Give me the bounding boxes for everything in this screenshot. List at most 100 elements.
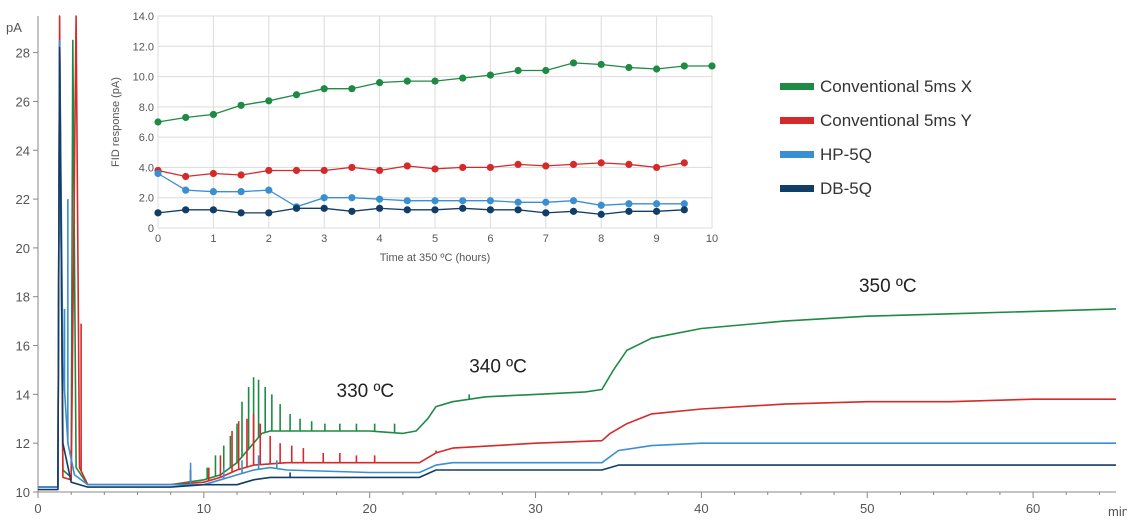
x-tick-label: 0 <box>34 501 41 516</box>
y-tick-label: 14 <box>16 387 30 402</box>
y-tick-label: 10 <box>16 485 30 500</box>
inset-data-point <box>625 160 633 168</box>
legend: Conventional 5ms X Conventional 5ms Y HP-5… <box>780 77 972 198</box>
inset-data-point <box>348 194 356 202</box>
temperature-annotations: 330 ºC 340 ºC 350 ºC <box>337 276 917 402</box>
legend-swatch <box>780 151 814 158</box>
inset-data-point <box>403 206 411 214</box>
x-tick-label: 20 <box>362 501 376 516</box>
inset-data-point <box>542 162 550 170</box>
inset-data-point <box>569 59 578 67</box>
inset-data-point <box>431 197 439 205</box>
inset-x-tick-label: 1 <box>210 233 216 245</box>
inset-data-point <box>348 207 356 215</box>
inset-data-point <box>182 172 190 181</box>
inset-data-point <box>569 207 578 215</box>
inset-data-point <box>209 188 217 196</box>
series-line <box>38 46 1116 491</box>
inset-x-axis-label: Time at 350 ºC (hours) <box>380 252 491 264</box>
inset-data-point <box>292 204 301 212</box>
legend-label: Conventional 5ms X <box>820 77 972 96</box>
inset-data-point <box>486 206 494 214</box>
inset-data-point <box>486 197 494 205</box>
inset-y-tick-label: 6.0 <box>139 132 154 144</box>
inset-x-tick-label: 10 <box>706 233 718 245</box>
inset-series-line <box>157 172 685 208</box>
inset-data-point <box>680 62 688 70</box>
inset-data-point <box>653 65 661 73</box>
inset-data-point <box>708 62 716 70</box>
y-tick-label: 22 <box>16 192 30 207</box>
legend-swatch <box>780 185 814 192</box>
inset-data-point <box>209 169 217 178</box>
inset-data-point <box>597 159 605 167</box>
series-line <box>38 15 1116 488</box>
inset-x-tick-label: 2 <box>266 233 272 245</box>
inset-data-point <box>653 200 661 208</box>
inset-data-point <box>486 71 494 79</box>
series-line <box>38 39 1116 488</box>
inset-data-point <box>431 77 439 85</box>
inset-data-point <box>569 197 578 205</box>
inset-y-tick-label: 14.0 <box>133 11 154 23</box>
inset-x-tick-label: 7 <box>543 233 549 245</box>
series-line <box>38 39 1117 488</box>
y-tick-label: 16 <box>16 339 30 354</box>
inset-grid: 0 2.0 4.0 6.0 8.0 10.0 12.0 14.0 0 1 2 3 4 5 6 7 8 9 10 <box>133 11 719 245</box>
inset-y-tick-label: 12.0 <box>133 41 154 53</box>
inset-series <box>154 59 716 218</box>
inset-series-line <box>157 162 685 178</box>
legend-label: HP-5Q <box>820 145 872 164</box>
inset-data-point <box>653 163 661 172</box>
inset-x-tick-label: 5 <box>432 233 438 245</box>
inset-data-point <box>625 63 633 72</box>
x-tick-label: 50 <box>860 501 874 516</box>
x-tick-label: 10 <box>197 501 211 516</box>
annotation-350: 350 ºC <box>859 276 917 297</box>
inset-data-point <box>348 85 356 93</box>
inset-data-point <box>320 85 328 93</box>
x-tick-label: 30 <box>528 501 542 516</box>
y-tick-label: 26 <box>16 94 30 109</box>
inset-data-point <box>237 101 245 109</box>
inset-data-point <box>514 66 522 75</box>
inset-data-point <box>403 77 411 85</box>
y-tick-label: 20 <box>16 241 30 256</box>
inset-y-tick-label: 2.0 <box>139 193 154 205</box>
inset-data-point <box>292 166 301 175</box>
inset-y-tick-label: 0 <box>148 223 154 235</box>
y-tick-label: 28 <box>16 46 30 61</box>
inset-data-point <box>542 66 550 75</box>
inset-data-point <box>680 159 688 167</box>
x-tick-label: 40 <box>694 501 708 516</box>
inset-series-line <box>157 207 685 216</box>
inset-data-point <box>348 163 356 172</box>
legend-label: Conventional 5ms Y <box>820 111 972 130</box>
inset-data-point <box>680 200 688 208</box>
inset-data-point <box>459 204 467 212</box>
inset-data-point <box>680 206 688 214</box>
inset-data-point <box>265 209 273 217</box>
inset-y-tick-label: 4.0 <box>139 162 154 174</box>
inset-data-point <box>569 160 578 168</box>
inset-data-point <box>209 206 217 214</box>
inset-data-point <box>237 171 245 179</box>
legend-label: DB-5Q <box>820 179 872 198</box>
inset-data-point <box>154 209 162 217</box>
inset-data-point <box>237 209 245 217</box>
inset-data-point <box>431 165 439 173</box>
y-tick-label: 18 <box>16 290 30 305</box>
inset-data-point <box>376 79 384 87</box>
inset-x-tick-label: 4 <box>377 233 383 245</box>
inset-data-point <box>625 200 633 208</box>
inset-data-point <box>265 97 273 105</box>
inset-data-point <box>320 194 328 202</box>
y-tick-label: 24 <box>16 143 30 158</box>
inset-data-point <box>154 169 162 178</box>
inset-data-point <box>514 198 522 206</box>
inset-data-point <box>320 204 328 212</box>
inset-data-point <box>653 207 661 215</box>
x-axis-unit-label: min <box>1108 504 1127 519</box>
inset-data-point <box>182 186 190 194</box>
annotation-340: 340 ºC <box>469 356 527 377</box>
